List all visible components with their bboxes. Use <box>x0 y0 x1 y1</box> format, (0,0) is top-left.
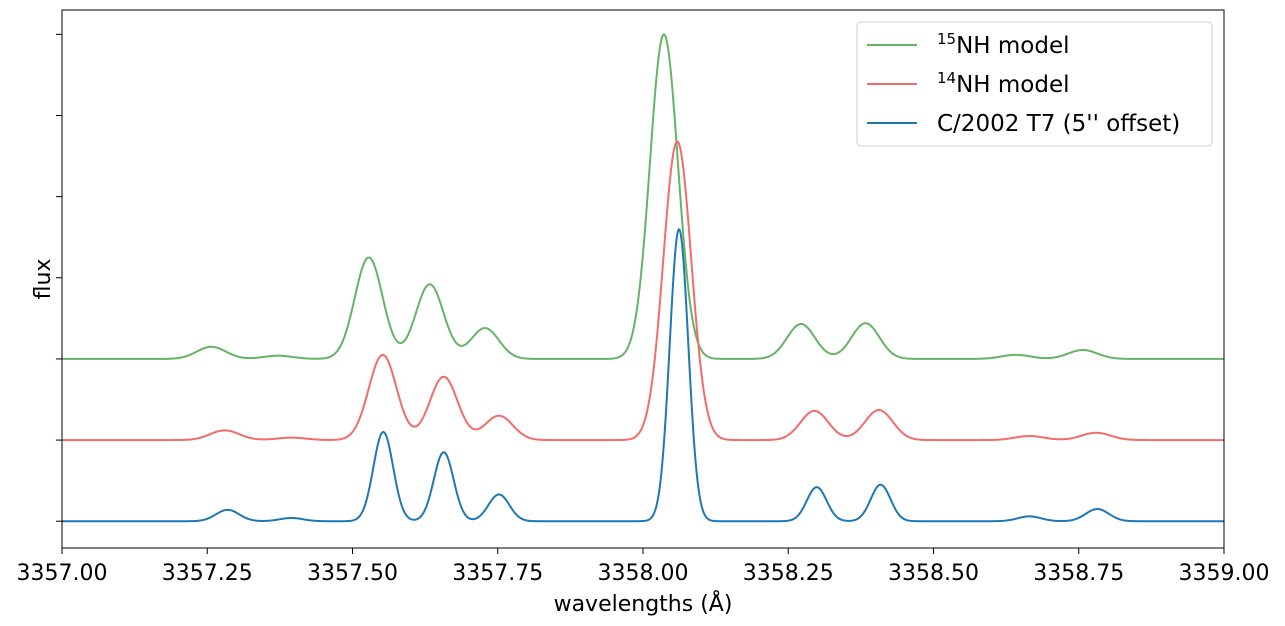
x-tick-label: 3358.75 <box>1033 561 1124 586</box>
series-line-0 <box>62 33 1224 360</box>
legend-label-1: 14NH model <box>937 69 1070 98</box>
series-line-2 <box>62 228 1224 523</box>
series-layer <box>62 33 1224 523</box>
x-tick-label: 3358.00 <box>598 561 689 586</box>
legend-box <box>856 21 1213 147</box>
x-tick-label: 3357.25 <box>162 561 253 586</box>
legend-label-0: 15NH model <box>937 30 1070 59</box>
series-line-1 <box>62 140 1224 442</box>
x-tick-label: 3357.75 <box>452 561 543 586</box>
x-tick-label: 3358.25 <box>743 561 834 586</box>
x-tick-label: 3359.00 <box>1179 561 1270 586</box>
x-axis-label: wavelengths (Å) <box>554 590 733 617</box>
x-axis: 3357.00 3357.25 3357.50 3357.75 3358.00 3358.… <box>17 548 1270 586</box>
legend-label-2: C/2002 T7 (5'' offset) <box>937 111 1180 137</box>
y-axis-label: flux <box>31 259 56 300</box>
x-tick-label: 3357.50 <box>307 561 398 586</box>
x-tick-label: 3358.50 <box>888 561 979 586</box>
legend: 15NH model 14NH model C/2002 T7 (5'' offse… <box>856 21 1213 147</box>
x-tick-label: 3357.00 <box>17 561 108 586</box>
y-axis <box>56 33 62 522</box>
